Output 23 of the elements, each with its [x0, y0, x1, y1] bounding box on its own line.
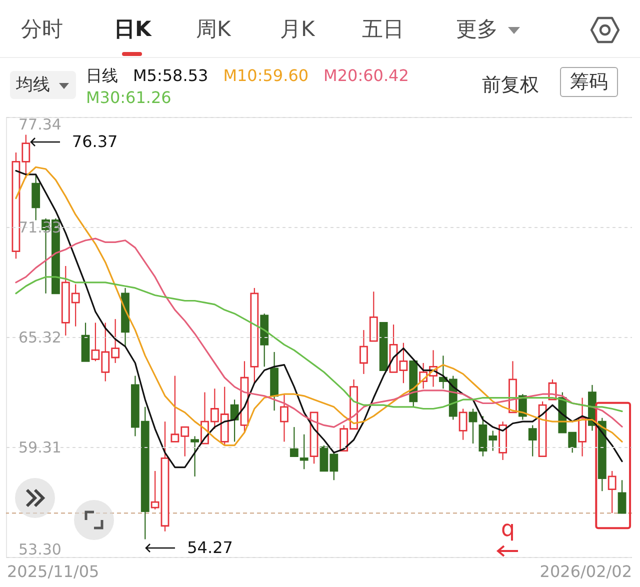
legend-title: 日线: [86, 65, 118, 87]
text: 2025/11/05: [7, 561, 100, 583]
y-tick-label: 77.34: [18, 116, 62, 134]
text: 月K: [280, 16, 315, 43]
y-tick-label: 59.31: [18, 438, 62, 456]
text: M30:61.26: [86, 87, 172, 109]
text: M5:58.53: [133, 65, 208, 87]
text: M20:60.42: [324, 65, 409, 87]
text: 前复权: [482, 73, 539, 98]
dropdown-box: 均线: [10, 71, 76, 99]
text: 筹码: [560, 67, 618, 97]
text: 日K: [114, 16, 152, 43]
text: 五日: [362, 16, 404, 43]
y-tick-label: 53.30: [18, 540, 62, 558]
text: 分时: [21, 16, 63, 43]
annotation: 54.27: [187, 538, 233, 558]
text: 周K: [196, 16, 231, 43]
text: 更多: [456, 16, 498, 43]
text: 2026/02/02: [540, 561, 632, 583]
annotation: q: [501, 517, 515, 542]
y-tick-label: 65.32: [18, 328, 62, 346]
annotation: 76.37: [72, 132, 118, 152]
text: M10:59.60: [223, 65, 309, 87]
